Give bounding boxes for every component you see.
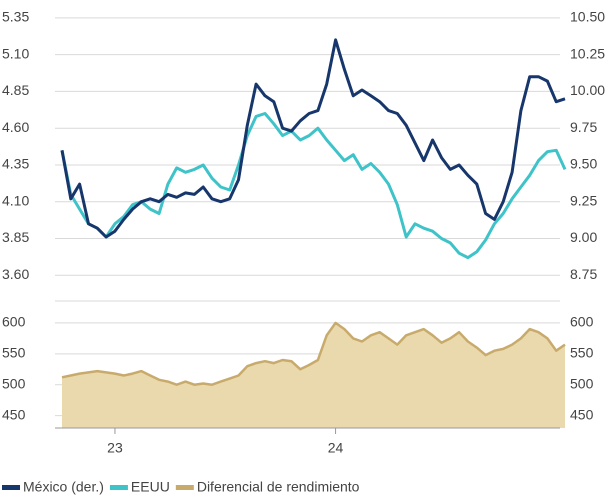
y2-tick-label: 500 bbox=[570, 375, 594, 391]
y2-tick-label: 550 bbox=[570, 345, 594, 361]
y-tick-label: 4.35 bbox=[2, 156, 29, 172]
y2-tick-label: 10.00 bbox=[570, 82, 605, 98]
y2-tick-label: 8.75 bbox=[570, 266, 597, 282]
y-tick-label: 3.85 bbox=[2, 229, 29, 245]
y2-tick-label: 10.25 bbox=[570, 45, 605, 61]
y-tick-label: 500 bbox=[2, 375, 26, 391]
y-tick-label: 600 bbox=[2, 314, 26, 330]
y-tick-label: 450 bbox=[2, 406, 26, 422]
y2-tick-label: 9.00 bbox=[570, 229, 597, 245]
y-tick-label: 4.10 bbox=[2, 192, 29, 208]
y-tick-label: 3.60 bbox=[2, 266, 29, 282]
x-tick-label: 23 bbox=[107, 440, 123, 456]
y-tick-label: 5.10 bbox=[2, 45, 29, 61]
y2-tick-label: 450 bbox=[570, 406, 594, 422]
y2-tick-label: 10.50 bbox=[570, 9, 605, 25]
legend-label: Diferencial de rendimiento bbox=[197, 479, 360, 495]
x-tick-label: 24 bbox=[328, 440, 344, 456]
legend-label: México (der.) bbox=[23, 479, 104, 495]
y-tick-label: 5.35 bbox=[2, 9, 29, 25]
legend-label: EEUU bbox=[131, 479, 170, 495]
y2-tick-label: 9.25 bbox=[570, 192, 597, 208]
y2-tick-label: 600 bbox=[570, 314, 594, 330]
y2-tick-label: 9.75 bbox=[570, 119, 597, 135]
y-tick-label: 550 bbox=[2, 345, 26, 361]
series-area bbox=[62, 322, 565, 428]
y2-tick-label: 9.50 bbox=[570, 156, 597, 172]
y-tick-label: 4.60 bbox=[2, 119, 29, 135]
legend-swatch bbox=[109, 485, 128, 490]
legend-swatch bbox=[2, 485, 20, 490]
series-line bbox=[61, 321, 566, 386]
series-line bbox=[60, 38, 566, 239]
legend-swatch bbox=[175, 485, 194, 490]
y-tick-label: 4.85 bbox=[2, 82, 29, 98]
series-line bbox=[60, 112, 567, 260]
